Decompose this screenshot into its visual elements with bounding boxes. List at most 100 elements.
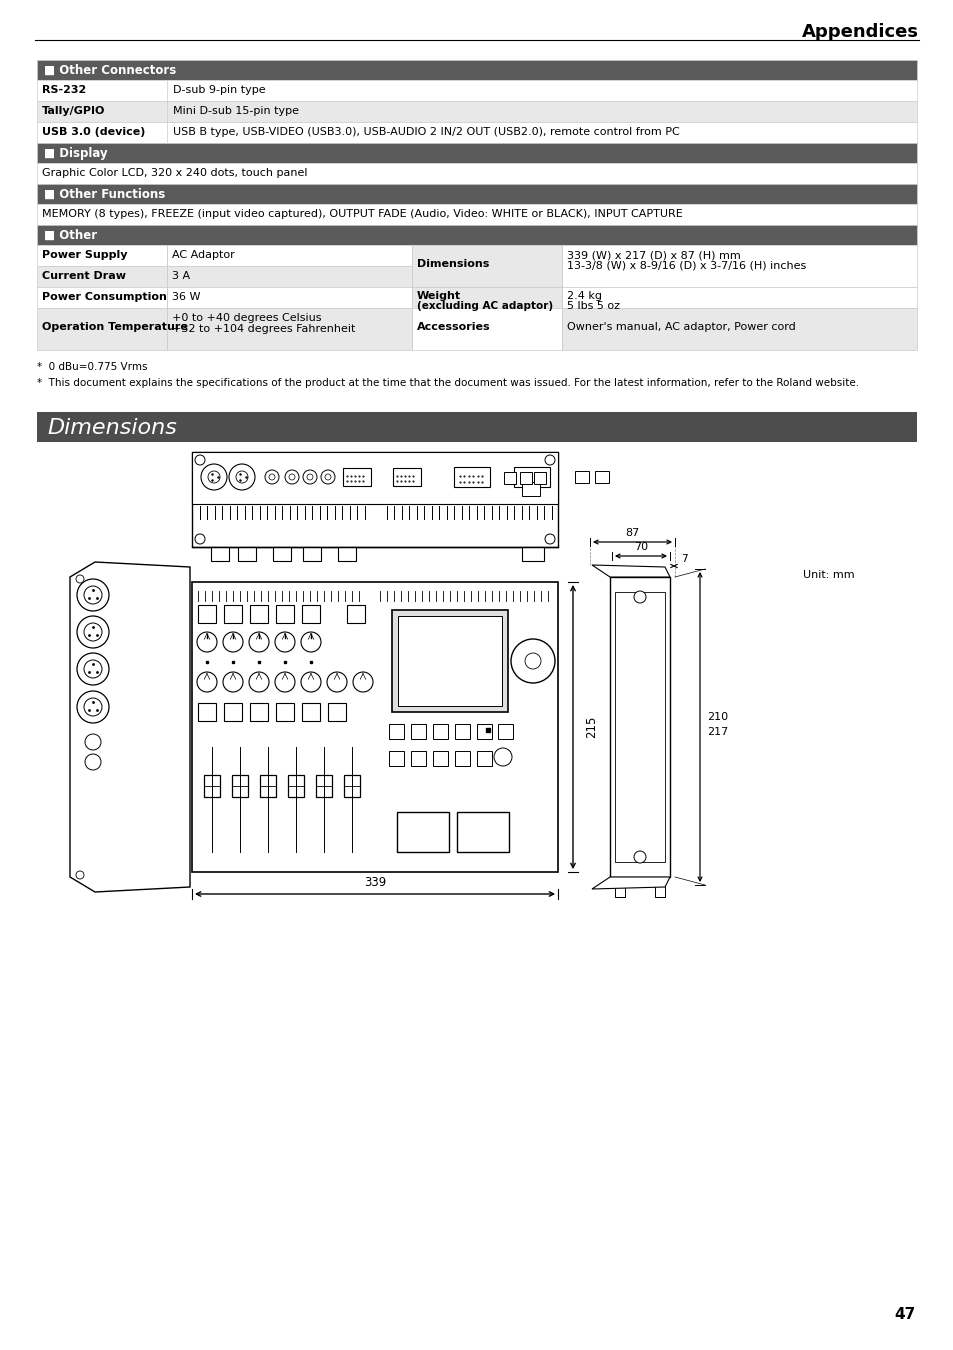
- Bar: [476, 724, 492, 738]
- Bar: [455, 751, 470, 765]
- Text: AC Adaptor: AC Adaptor: [172, 250, 234, 261]
- Text: D-sub 9-pin type: D-sub 9-pin type: [172, 85, 265, 94]
- Bar: [37, 80, 916, 101]
- Text: 36 W: 36 W: [172, 292, 200, 302]
- Bar: [303, 547, 320, 562]
- Bar: [198, 605, 215, 622]
- Bar: [260, 775, 275, 796]
- Bar: [534, 472, 545, 485]
- Text: MEMORY (8 types), FREEZE (input video captured), OUTPUT FADE (Audio, Video: WHIT: MEMORY (8 types), FREEZE (input video ca…: [42, 209, 682, 219]
- Circle shape: [353, 672, 373, 693]
- Circle shape: [76, 575, 84, 583]
- Text: 5 lbs 5 oz: 5 lbs 5 oz: [566, 301, 619, 310]
- Polygon shape: [70, 562, 190, 892]
- Circle shape: [194, 535, 205, 544]
- Bar: [167, 308, 412, 350]
- Text: 3 A: 3 A: [172, 271, 190, 281]
- Text: RS-232: RS-232: [42, 85, 86, 94]
- Circle shape: [301, 632, 320, 652]
- Bar: [232, 775, 248, 796]
- Bar: [192, 582, 558, 872]
- Text: 7: 7: [680, 554, 687, 564]
- Text: Dimensions: Dimensions: [47, 418, 176, 437]
- Circle shape: [494, 748, 512, 765]
- Circle shape: [223, 672, 243, 693]
- Bar: [224, 605, 242, 622]
- Bar: [561, 288, 916, 308]
- Bar: [167, 288, 412, 308]
- Bar: [288, 775, 304, 796]
- Circle shape: [524, 653, 540, 670]
- Bar: [455, 724, 470, 738]
- Bar: [519, 472, 532, 485]
- Text: Unit: mm: Unit: mm: [802, 570, 854, 580]
- Circle shape: [223, 632, 243, 652]
- Circle shape: [77, 579, 109, 612]
- Bar: [561, 244, 916, 288]
- Bar: [250, 703, 268, 721]
- Bar: [396, 811, 449, 852]
- Text: Appendices: Appendices: [801, 23, 918, 40]
- Bar: [198, 703, 215, 721]
- Text: 215: 215: [584, 716, 598, 738]
- Bar: [454, 467, 490, 487]
- Bar: [302, 605, 319, 622]
- Text: Owner's manual, AC adaptor, Power cord: Owner's manual, AC adaptor, Power cord: [566, 323, 795, 332]
- Text: Power Consumption: Power Consumption: [42, 292, 167, 302]
- Bar: [514, 467, 550, 487]
- Circle shape: [77, 653, 109, 684]
- Circle shape: [84, 586, 102, 603]
- Text: ■ Other Functions: ■ Other Functions: [44, 188, 165, 201]
- Bar: [521, 482, 539, 495]
- Bar: [204, 775, 220, 796]
- Bar: [37, 59, 916, 80]
- Bar: [456, 811, 509, 852]
- Circle shape: [196, 632, 216, 652]
- Bar: [392, 610, 507, 711]
- Bar: [344, 775, 359, 796]
- Text: Tally/GPIO: Tally/GPIO: [42, 107, 105, 116]
- Circle shape: [320, 470, 335, 485]
- Circle shape: [76, 871, 84, 879]
- Bar: [224, 703, 242, 721]
- Bar: [315, 775, 332, 796]
- Bar: [337, 547, 355, 562]
- Circle shape: [84, 660, 102, 678]
- Circle shape: [289, 474, 294, 481]
- Text: 217: 217: [706, 728, 727, 737]
- Bar: [347, 605, 365, 622]
- Bar: [211, 547, 229, 562]
- Bar: [521, 547, 543, 562]
- Circle shape: [85, 734, 101, 751]
- Bar: [411, 751, 426, 765]
- Text: ■ Other Connectors: ■ Other Connectors: [44, 63, 176, 77]
- Text: (excluding AC adaptor): (excluding AC adaptor): [416, 301, 553, 310]
- Bar: [476, 751, 492, 765]
- Text: Weight: Weight: [416, 292, 460, 301]
- Bar: [37, 225, 916, 244]
- Bar: [302, 703, 319, 721]
- Text: *  0 dBu=0.775 Vrms: * 0 dBu=0.775 Vrms: [37, 362, 148, 373]
- Circle shape: [303, 470, 316, 485]
- Circle shape: [327, 672, 347, 693]
- Circle shape: [229, 464, 254, 490]
- Circle shape: [301, 672, 320, 693]
- Circle shape: [265, 470, 278, 485]
- Circle shape: [196, 672, 216, 693]
- Text: Current Draw: Current Draw: [42, 271, 126, 281]
- Bar: [167, 266, 412, 288]
- Text: USB B type, USB-VIDEO (USB3.0), USB-AUDIO 2 IN/2 OUT (USB2.0), remote control fr: USB B type, USB-VIDEO (USB3.0), USB-AUDI…: [172, 127, 679, 136]
- Bar: [167, 244, 412, 266]
- Bar: [37, 184, 916, 204]
- Bar: [497, 724, 513, 738]
- Bar: [192, 452, 558, 547]
- Bar: [250, 605, 268, 622]
- Circle shape: [84, 622, 102, 641]
- Circle shape: [634, 591, 645, 603]
- Circle shape: [249, 632, 269, 652]
- Bar: [412, 244, 561, 288]
- Bar: [275, 605, 294, 622]
- Circle shape: [194, 455, 205, 464]
- Circle shape: [249, 672, 269, 693]
- Bar: [37, 288, 167, 308]
